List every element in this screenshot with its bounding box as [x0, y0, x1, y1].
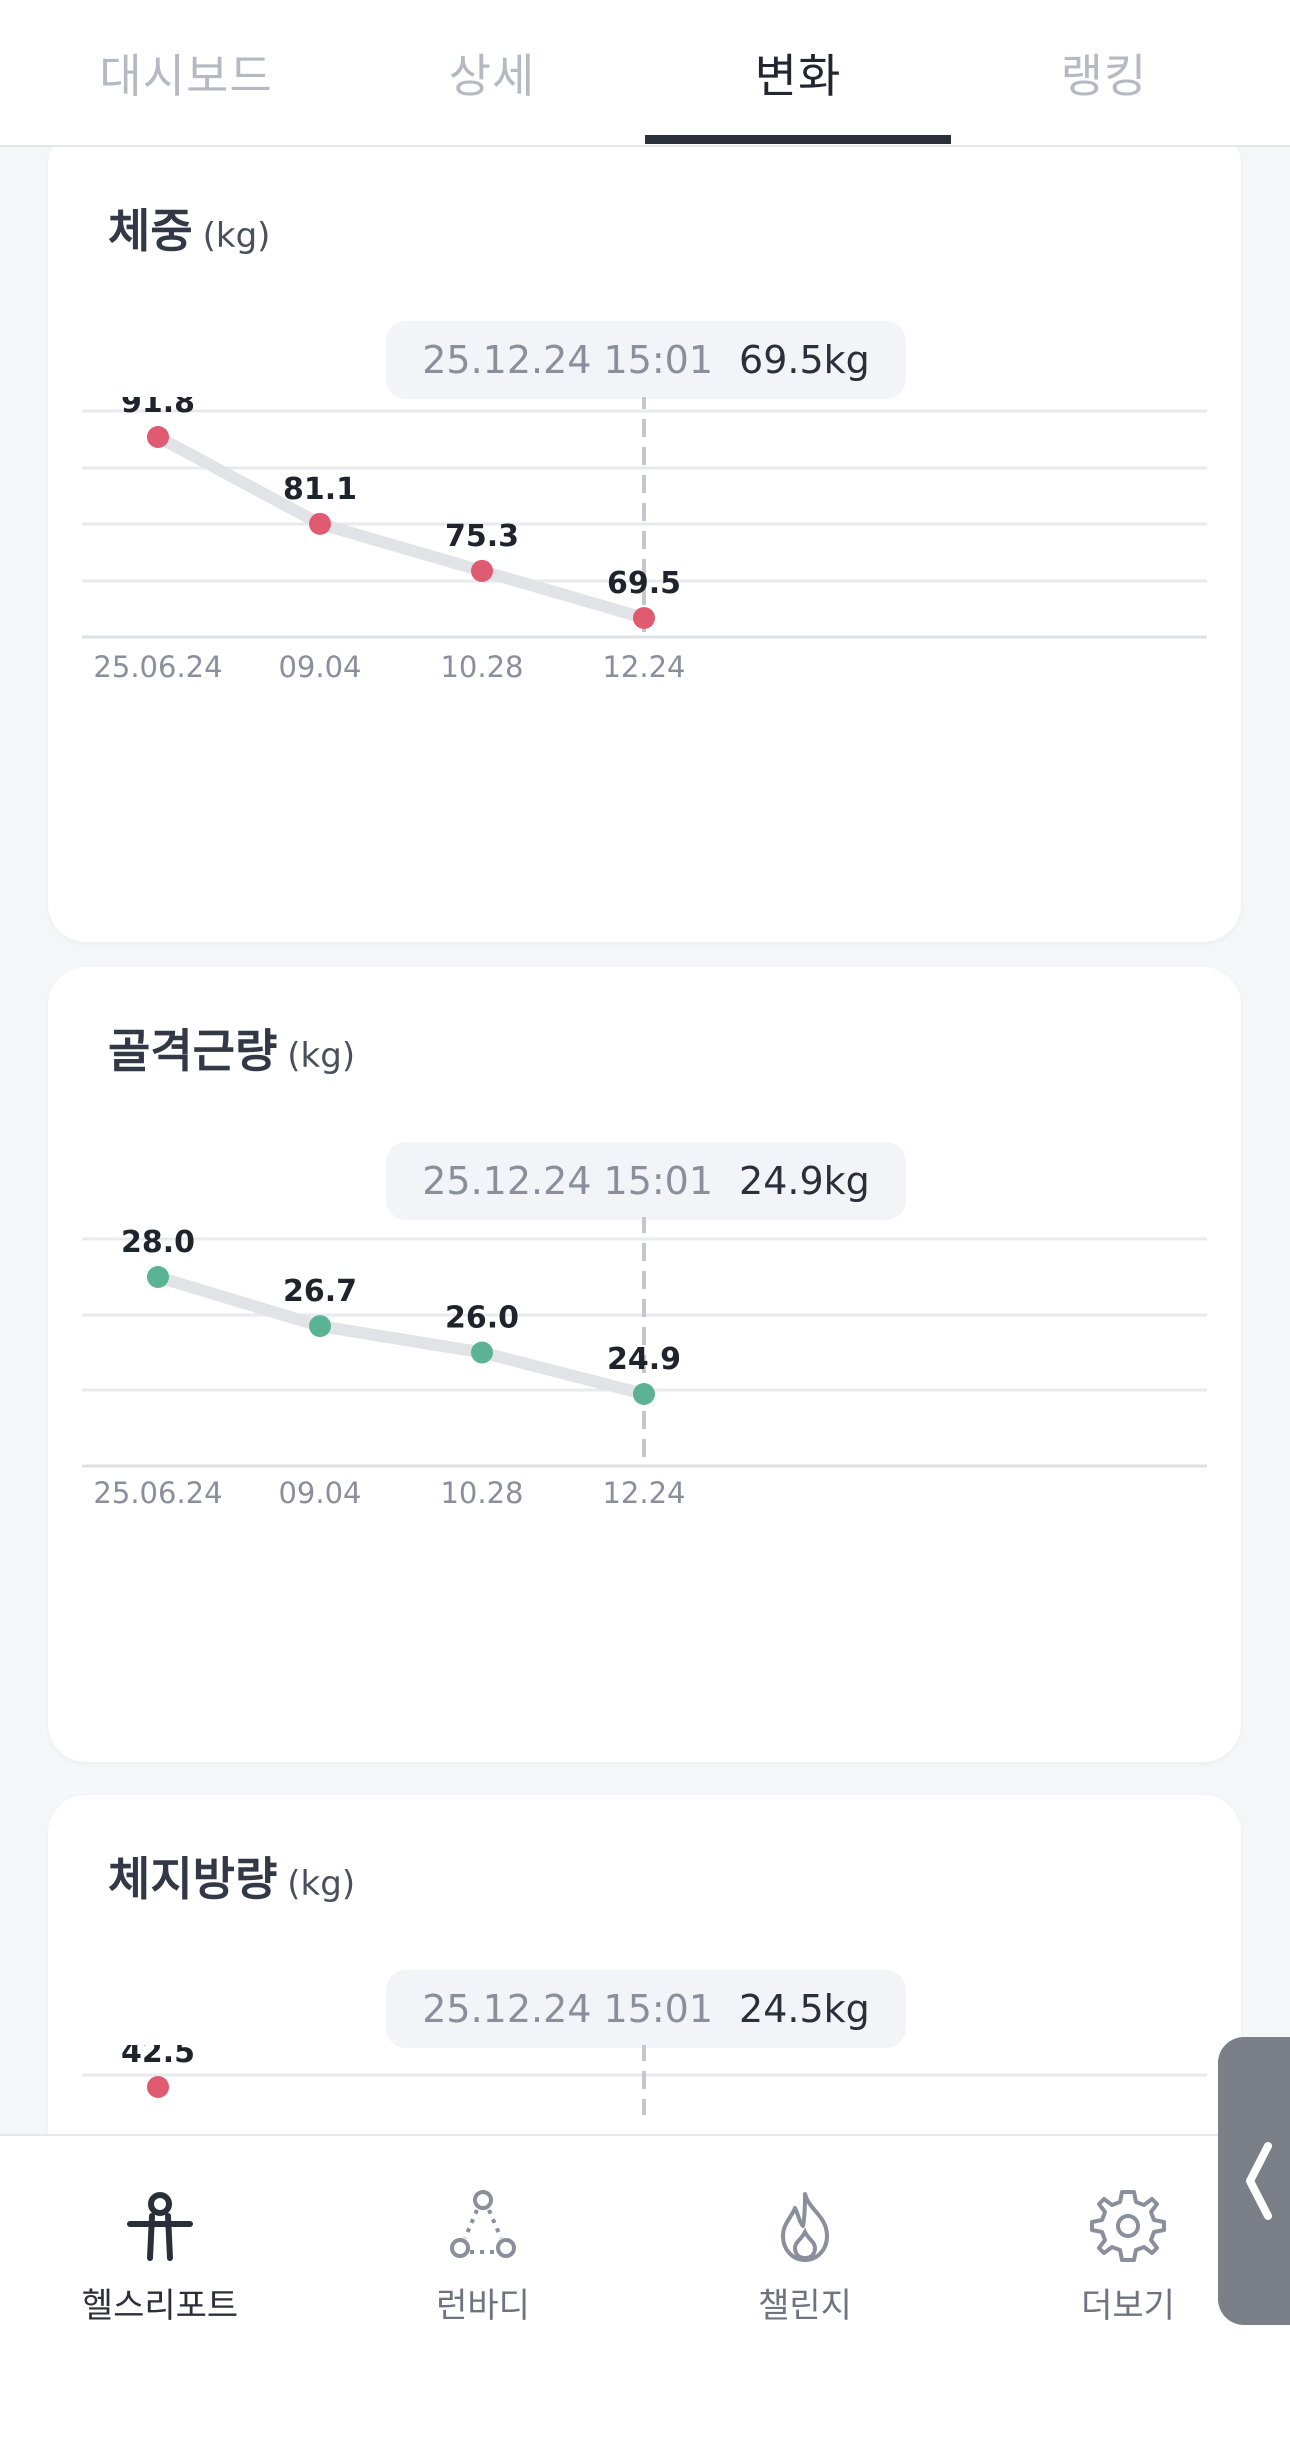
data-point: [147, 426, 169, 448]
tooltip-date: 25.12.24 15:01: [422, 338, 714, 382]
person-icon: [127, 2192, 193, 2261]
data-point: [309, 1315, 331, 1338]
skeletal-muscle-chart[interactable]: 28.0 26.7 26.0 24.9 25.06.24 09.04 10.28 12.24: [48, 1217, 1241, 1677]
card-unit-text: (kg): [287, 1864, 356, 1904]
tooltip-date: 25.12.24 15:01: [422, 1987, 714, 2031]
data-label: 24.9: [607, 1342, 681, 1377]
flame-icon: [781, 2192, 829, 2262]
body-fat-card-title: 체지방량 (kg): [108, 1843, 355, 1909]
data-point: [633, 1383, 655, 1405]
skeletal-muscle-tooltip: 25.12.24 15:01 24.9kg: [386, 1142, 906, 1220]
data-label: 42.5: [121, 2045, 195, 2070]
nav-challenge[interactable]: 챌린지: [685, 2186, 925, 2336]
data-label: 81.1: [283, 472, 357, 507]
card-unit-text: (kg): [202, 216, 271, 256]
data-label: 91.8: [121, 397, 195, 420]
x-tick-label: 10.28: [440, 650, 523, 684]
series-line: [152, 431, 650, 624]
weight-tooltip: 25.12.24 15:01 69.5kg: [386, 321, 906, 399]
tooltip-value: 24.5kg: [739, 1987, 870, 2031]
card-title-text: 체중: [108, 204, 193, 258]
tooltip-value: 24.9kg: [739, 1159, 870, 1203]
side-drawer-handle[interactable]: [1218, 2037, 1290, 2325]
data-point: [471, 559, 493, 582]
nav-label: 챌린지: [758, 2286, 852, 2326]
x-tick-label: 09.04: [278, 1476, 361, 1510]
chevron-left-icon: [1246, 2142, 1272, 2220]
x-tick-label: 25.06.24: [93, 650, 222, 684]
data-point: [147, 2076, 169, 2098]
tooltip-date: 25.12.24 15:01: [422, 1159, 714, 1203]
tab-dashboard[interactable]: 대시보드: [99, 48, 273, 103]
body-fat-chart[interactable]: 42.5: [48, 2045, 1241, 2135]
active-tab-indicator: [645, 135, 951, 144]
nav-health-report[interactable]: 헬스리포트: [40, 2186, 280, 2336]
network-icon: [450, 2190, 516, 2258]
card-title-text: 체지방량: [108, 1852, 278, 1906]
top-tab-bar: 대시보드 상세 변화 랭킹: [0, 0, 1290, 147]
data-point: [147, 1266, 169, 1288]
nav-label: 런바디: [436, 2286, 530, 2326]
nav-label: 헬스리포트: [81, 2286, 239, 2326]
series-line: [152, 1271, 650, 1400]
change-content[interactable]: 체중 (kg) 25.12.24 15:01 69.5kg 91.8 81.1 75…: [0, 147, 1290, 2135]
weight-chart[interactable]: 91.8 81.1 75.3 69.5 25.06.24 09.04 10.28 12.24: [48, 397, 1241, 737]
data-label: 28.0: [121, 1225, 195, 1260]
data-label: 75.3: [445, 519, 519, 554]
data-point: [471, 1341, 493, 1364]
x-tick-label: 10.28: [440, 1476, 523, 1510]
data-label: 26.0: [445, 1300, 519, 1335]
body-fat-card: 체지방량 (kg) 25.12.24 15:01 24.5kg 42.5: [48, 1795, 1241, 2135]
nav-label: 더보기: [1081, 2286, 1175, 2326]
x-tick-label: 25.06.24: [93, 1476, 222, 1510]
gear-icon: [1090, 2190, 1166, 2262]
tooltip-value: 69.5kg: [739, 338, 870, 382]
x-tick-label: 12.24: [602, 1476, 685, 1510]
skeletal-muscle-card: 골격근량 (kg) 25.12.24 15:01 24.9kg 28.0 26.7…: [48, 967, 1241, 1762]
data-point: [309, 512, 331, 535]
nav-more[interactable]: 더보기: [1008, 2186, 1248, 2336]
card-unit-text: (kg): [287, 1036, 356, 1076]
data-point: [633, 607, 655, 629]
body-fat-tooltip: 25.12.24 15:01 24.5kg: [386, 1970, 906, 2048]
x-tick-label: 12.24: [602, 650, 685, 684]
skeletal-muscle-card-title: 골격근량 (kg): [108, 1015, 355, 1081]
card-title-text: 골격근량: [108, 1024, 278, 1078]
x-tick-label: 09.04: [278, 650, 361, 684]
nav-runbody[interactable]: 런바디: [363, 2186, 603, 2336]
weight-card: 체중 (kg) 25.12.24 15:01 69.5kg 91.8 81.1 75…: [48, 147, 1241, 942]
bottom-navigation: 헬스리포트 런바디 챌린지 더보기: [0, 2134, 1290, 2459]
data-label: 69.5: [607, 566, 681, 601]
tab-ranking[interactable]: 랭킹: [1060, 48, 1148, 103]
weight-card-title: 체중 (kg): [108, 195, 270, 261]
tab-detail[interactable]: 상세: [448, 48, 536, 103]
data-label: 26.7: [283, 1274, 357, 1309]
tab-change[interactable]: 변화: [754, 48, 842, 103]
